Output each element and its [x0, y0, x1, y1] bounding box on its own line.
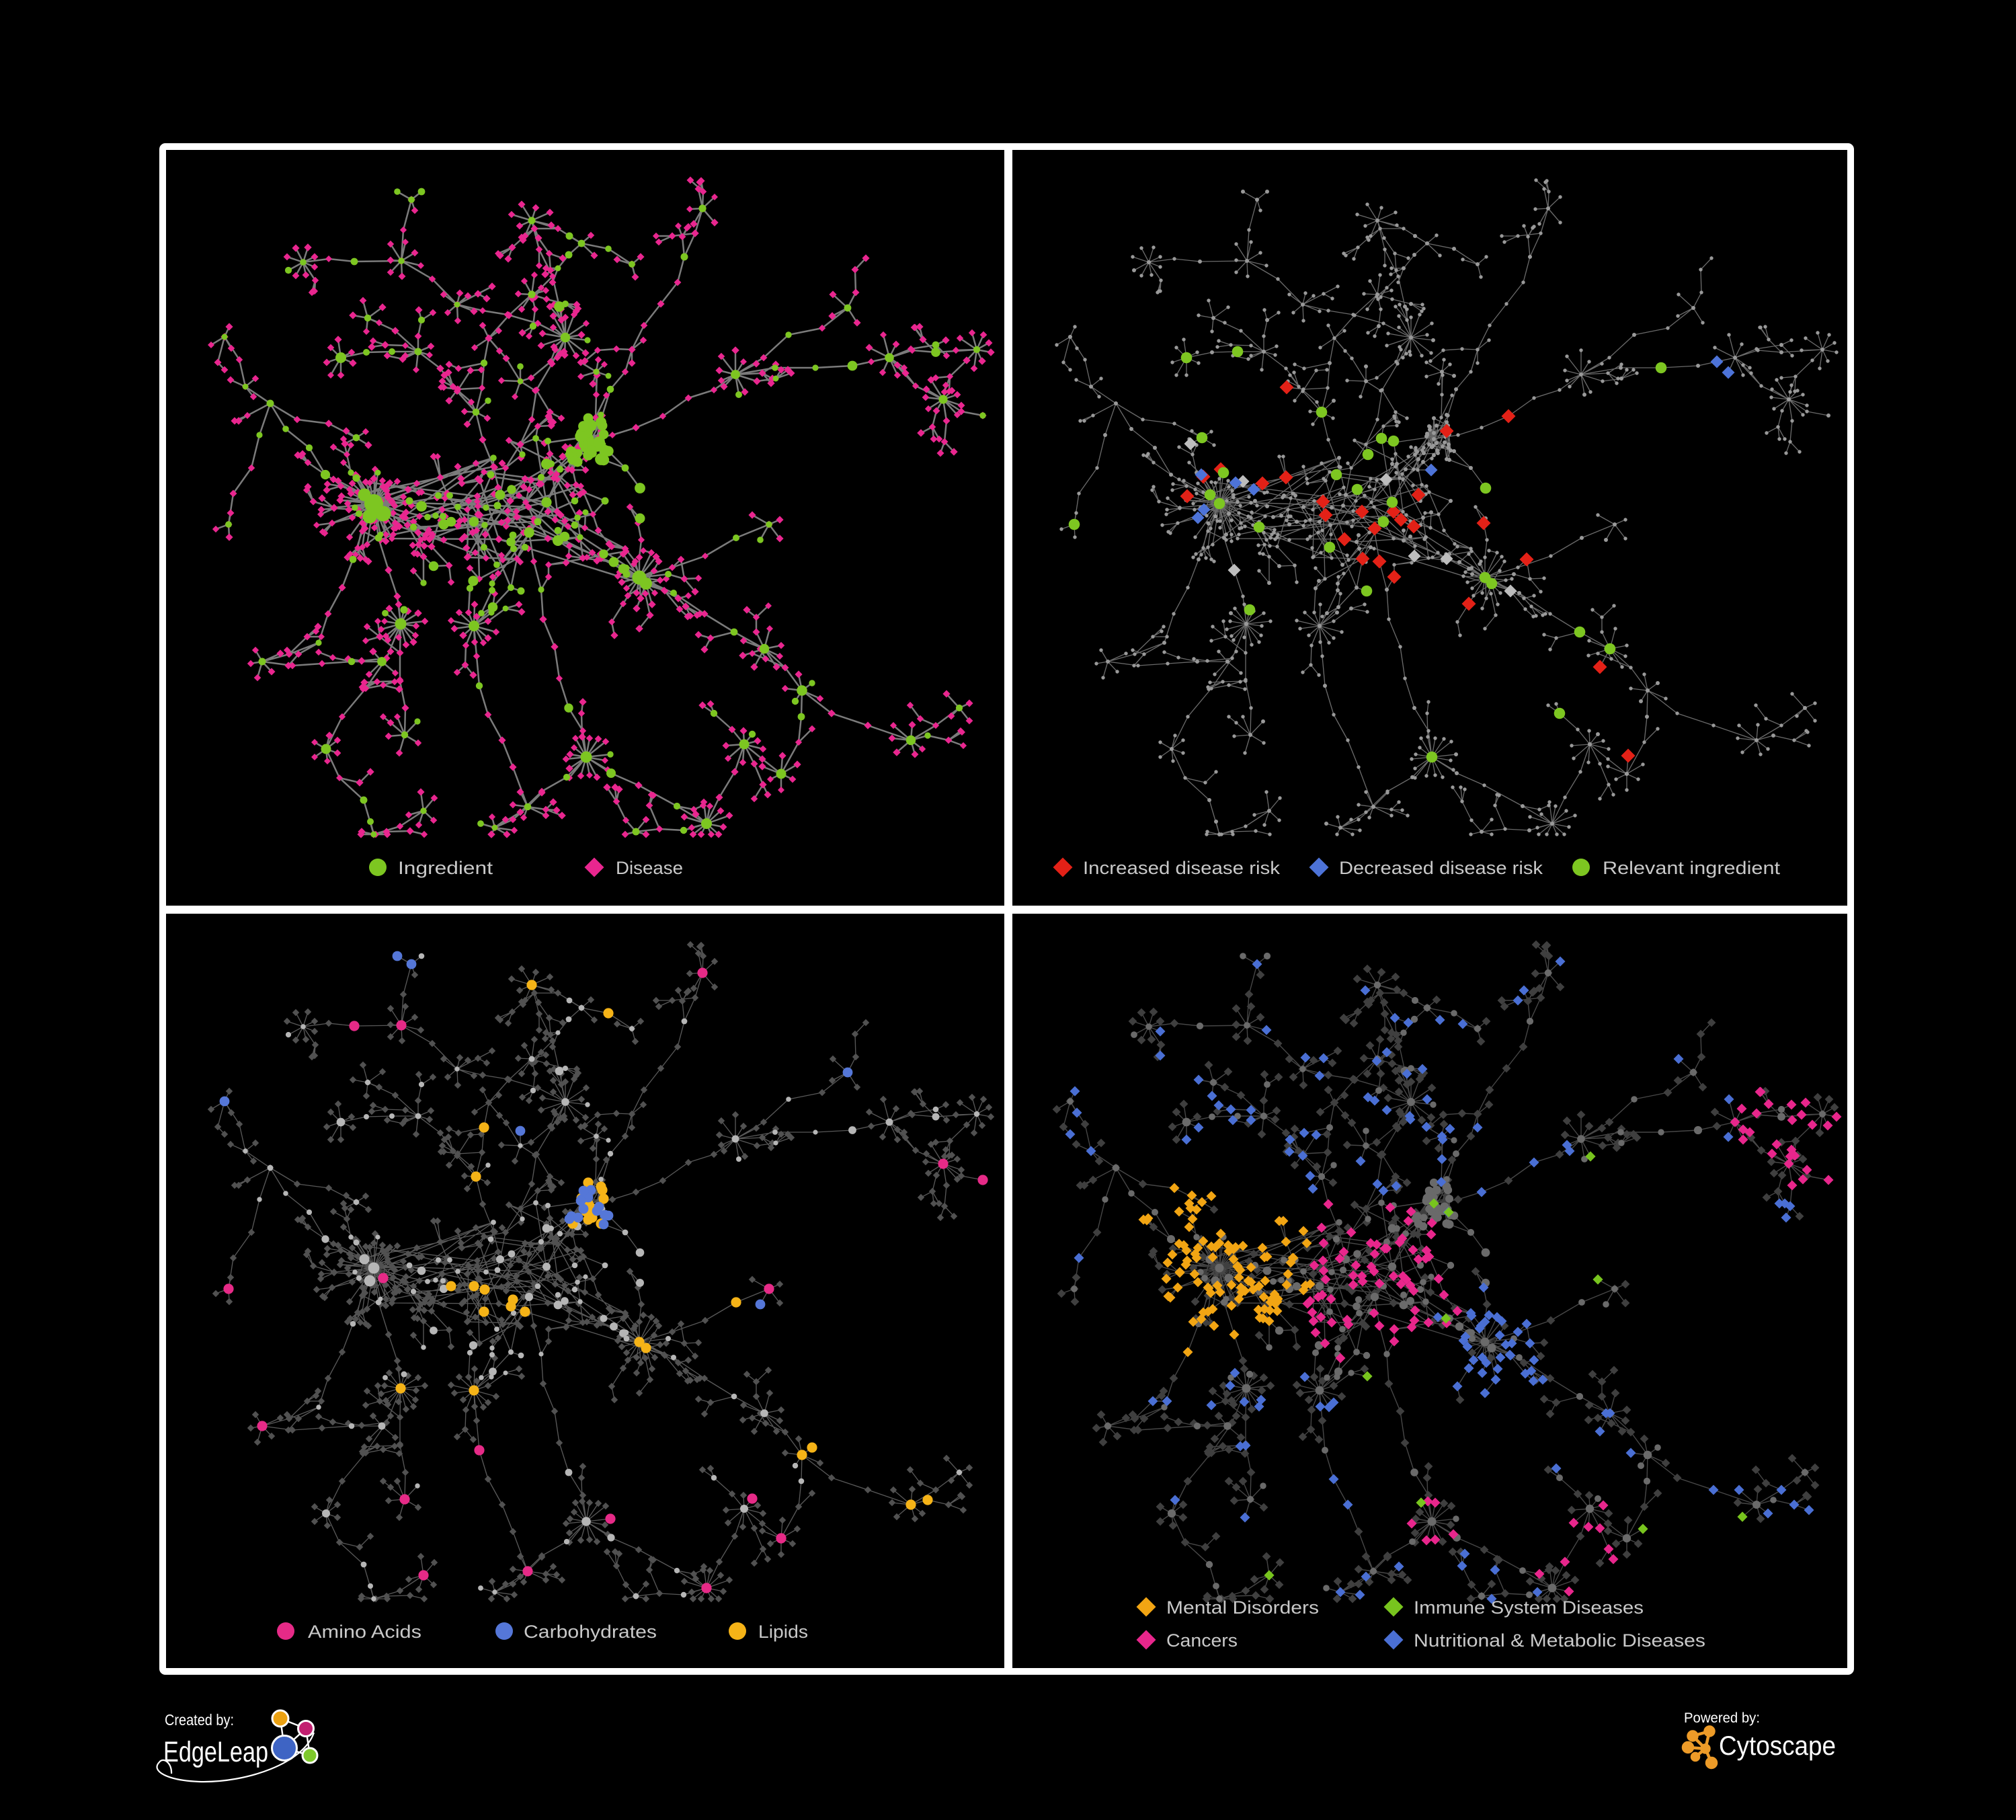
svg-text:Mental Disorders: Mental Disorders [1166, 1597, 1319, 1618]
svg-text:Cytoscape: Cytoscape [1719, 1731, 1836, 1761]
svg-text:Nutritional & Metabolic Diseas: Nutritional & Metabolic Diseases [1414, 1630, 1705, 1651]
svg-text:Relevant ingredient: Relevant ingredient [1603, 858, 1781, 878]
svg-text:Carbohydrates: Carbohydrates [524, 1622, 657, 1642]
svg-text:Increased disease risk: Increased disease risk [1083, 858, 1281, 878]
svg-text:Decreased disease risk: Decreased disease risk [1339, 858, 1543, 878]
svg-text:EdgeLeap: EdgeLeap [163, 1736, 268, 1768]
svg-text:Cancers: Cancers [1166, 1630, 1238, 1651]
svg-text:Disease: Disease [616, 858, 683, 878]
svg-text:Ingredient: Ingredient [398, 858, 493, 878]
svg-text:Immune System Diseases: Immune System Diseases [1414, 1597, 1644, 1618]
svg-text:Amino Acids: Amino Acids [308, 1622, 421, 1642]
svg-text:Lipids: Lipids [758, 1622, 808, 1642]
svg-text:Powered by:: Powered by: [1684, 1710, 1760, 1726]
svg-text:Created by:: Created by: [165, 1711, 234, 1729]
